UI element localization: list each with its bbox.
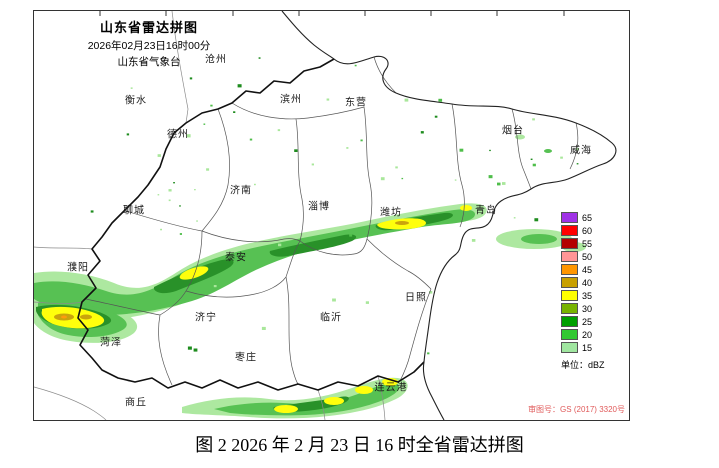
radar-map-canvas xyxy=(34,11,617,420)
legend-value: 55 xyxy=(582,238,593,249)
legend-value: 50 xyxy=(582,251,593,262)
legend-row: 40 xyxy=(561,276,623,289)
legend-row: 35 xyxy=(561,289,623,302)
legend-swatch xyxy=(561,303,578,314)
legend-swatch xyxy=(561,212,578,223)
legend-swatch xyxy=(561,238,578,249)
radar-map: 山东省雷达拼图 2026年02月23日16时00分 山东省气象台 沧州 衡水 德州滨… xyxy=(33,10,630,421)
legend: 65 60 55 50 45 40 35 30 25 20 15 单位：dBZ xyxy=(561,211,623,371)
legend-value: 40 xyxy=(582,277,593,288)
legend-value: 65 xyxy=(582,212,593,223)
legend-value: 15 xyxy=(582,342,593,353)
map-approval-number: 审图号：GS (2017) 3320号 xyxy=(528,405,625,414)
legend-items: 65 60 55 50 45 40 35 30 25 20 15 xyxy=(561,211,623,354)
legend-row: 45 xyxy=(561,263,623,276)
legend-swatch xyxy=(561,329,578,340)
legend-swatch xyxy=(561,316,578,327)
legend-swatch xyxy=(561,290,578,301)
speckles-layer xyxy=(90,57,579,355)
province-border xyxy=(77,58,425,391)
radar-echoes xyxy=(34,134,586,419)
legend-value: 25 xyxy=(582,316,593,327)
legend-row: 15 xyxy=(561,341,623,354)
legend-row: 20 xyxy=(561,328,623,341)
neighbor-boundaries xyxy=(34,11,386,420)
legend-row: 55 xyxy=(561,237,623,250)
legend-unit-label: 单位：dBZ xyxy=(561,360,605,370)
legend-swatch xyxy=(561,264,578,275)
frame-ticks xyxy=(99,11,565,16)
legend-row: 30 xyxy=(561,302,623,315)
legend-row: 65 xyxy=(561,211,623,224)
legend-value: 60 xyxy=(582,225,593,236)
legend-row: 25 xyxy=(561,315,623,328)
legend-swatch xyxy=(561,251,578,262)
legend-swatch xyxy=(561,225,578,236)
legend-value: 20 xyxy=(582,329,593,340)
map-title: 山东省雷达拼图 xyxy=(99,20,198,35)
coastline xyxy=(281,11,617,420)
legend-swatch xyxy=(561,277,578,288)
legend-row: 60 xyxy=(561,224,623,237)
legend-value: 45 xyxy=(582,264,593,275)
legend-swatch xyxy=(561,342,578,353)
legend-row: 50 xyxy=(561,250,623,263)
map-header: 山东省雷达拼图 2026年02月23日16时00分 山东省气象台 xyxy=(64,17,234,69)
legend-value: 35 xyxy=(582,290,593,301)
map-datetime: 2026年02月23日16时00分 xyxy=(87,40,211,52)
figure-caption: 图 2 2026 年 2 月 23 日 16 时全省雷达拼图 xyxy=(195,435,524,455)
map-agency: 山东省气象台 xyxy=(117,56,181,68)
legend-value: 30 xyxy=(582,303,593,314)
city-boundaries xyxy=(85,56,579,386)
